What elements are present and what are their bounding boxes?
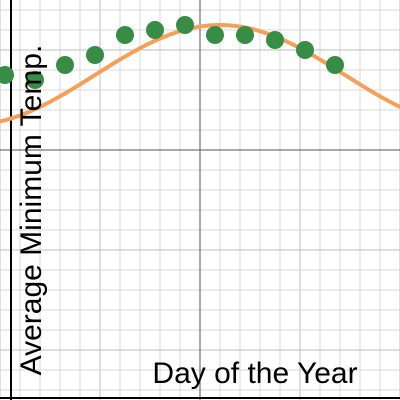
- data-point: [206, 26, 224, 44]
- data-point: [176, 16, 194, 34]
- data-point: [296, 41, 314, 59]
- data-point: [326, 56, 344, 74]
- data-point: [146, 21, 164, 39]
- data-point: [116, 26, 134, 44]
- data-point: [236, 26, 254, 44]
- data-point: [26, 71, 44, 89]
- data-point: [86, 46, 104, 64]
- x-axis-label: Day of the Year: [152, 357, 357, 390]
- data-point: [266, 31, 284, 49]
- data-points: [0, 16, 344, 89]
- data-point: [0, 66, 14, 84]
- y-axis-label: Average Minimum Temp.: [15, 45, 48, 376]
- data-point: [56, 56, 74, 74]
